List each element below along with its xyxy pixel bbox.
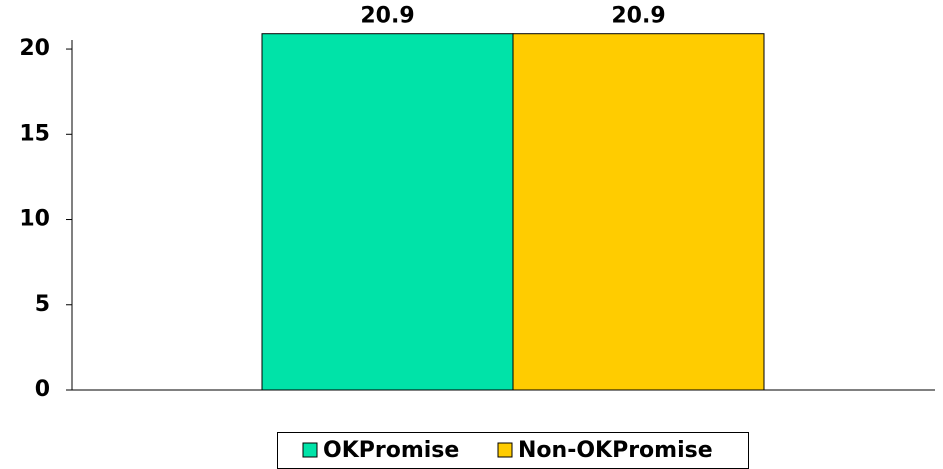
legend-swatch (302, 442, 318, 458)
legend-label: Non-OKPromise (518, 438, 713, 463)
value-label: 20.9 (360, 4, 414, 29)
legend-label: OKPromise (323, 438, 459, 463)
y-tick-label: 10 (19, 207, 50, 232)
bar (512, 33, 765, 391)
y-tick-label: 0 (35, 377, 50, 402)
value-label: 20.9 (611, 4, 665, 29)
y-tick-label: 20 (19, 36, 50, 61)
y-tick-label: 15 (19, 121, 50, 146)
legend-swatch (497, 442, 513, 458)
bar (261, 33, 514, 391)
y-tick-label: 5 (35, 292, 50, 317)
